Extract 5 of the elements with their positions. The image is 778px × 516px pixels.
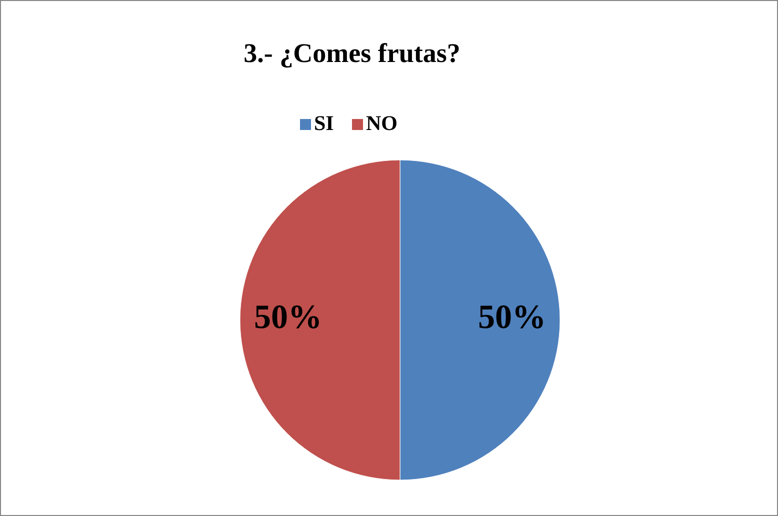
legend-label: NO — [366, 111, 398, 135]
chart-title: 3.- ¿Comes frutas? — [244, 38, 460, 68]
data-label: 50% — [254, 298, 322, 336]
legend-label: SI — [314, 111, 334, 135]
data-label: 50% — [478, 298, 546, 336]
